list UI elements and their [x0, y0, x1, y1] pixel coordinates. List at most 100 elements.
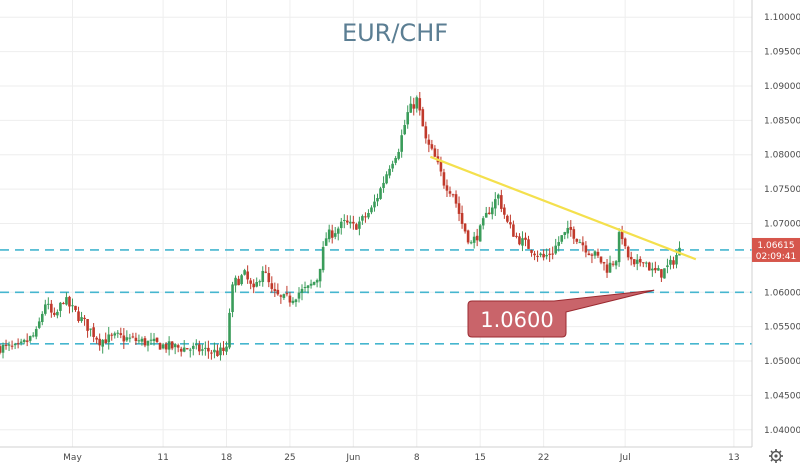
candle-body-down — [623, 238, 627, 247]
candle-body-up — [125, 337, 129, 341]
candle-body-up — [1, 344, 5, 353]
candle-body-down — [273, 289, 277, 292]
candle-body-down — [457, 203, 461, 214]
candle-body-down — [216, 350, 219, 357]
candle-body-down — [267, 273, 271, 283]
candle-body-up — [182, 347, 186, 352]
candle-body-down — [158, 343, 162, 350]
candle-body-up — [47, 303, 50, 305]
candle-body-down — [98, 338, 101, 346]
candle-body-up — [490, 207, 494, 215]
candle-body-up — [614, 261, 618, 266]
y-tick-label: 1.09000 — [764, 82, 800, 92]
candle-body-down — [442, 172, 446, 186]
candle-body-up — [303, 286, 307, 288]
candle-body-down — [515, 235, 518, 237]
candle-body-up — [554, 245, 557, 254]
candle-body-down — [500, 195, 503, 209]
candle-body-down — [74, 305, 77, 311]
candle-body-up — [188, 349, 192, 351]
candle-body-up — [339, 221, 343, 229]
candle-body-up — [563, 232, 567, 235]
candle-body-down — [641, 262, 645, 264]
candle-body-up — [300, 288, 304, 293]
candle-body-up — [560, 235, 564, 242]
candle-body-down — [185, 348, 189, 350]
candle-body-up — [56, 311, 59, 316]
candle-body-up — [255, 282, 259, 287]
candle-body-up — [678, 247, 681, 256]
candle-body-up — [101, 339, 104, 347]
candle-body-up — [89, 328, 92, 330]
trendline — [429, 155, 697, 261]
candle-body-down — [276, 289, 280, 295]
candle-body-up — [204, 347, 207, 349]
candle-body-down — [418, 98, 422, 111]
candle-body-up — [675, 254, 678, 265]
candle-body-down — [530, 250, 533, 253]
candle-body-down — [503, 207, 506, 215]
candle-body-down — [632, 259, 636, 265]
candle-body-up — [243, 270, 246, 275]
candle-body-up — [608, 262, 612, 273]
candle-body-down — [164, 343, 168, 350]
candle-body-up — [391, 163, 394, 169]
candle-body-down — [92, 327, 95, 337]
candle-body-down — [207, 347, 210, 352]
candle-body-up — [167, 341, 171, 350]
candle-body-down — [587, 253, 591, 256]
candle-body-down — [119, 333, 123, 335]
chart-title: EUR/CHF — [342, 19, 448, 47]
candle-body-up — [294, 299, 298, 303]
candle-body-down — [50, 303, 53, 313]
candle-body-up — [361, 216, 364, 221]
candle-body-up — [342, 219, 346, 221]
candle-body-up — [261, 270, 265, 282]
candle-body-up — [324, 238, 328, 246]
candle-body-down — [548, 253, 551, 255]
gear-hub — [774, 454, 778, 458]
candle-body-up — [195, 344, 198, 346]
y-tick-label: 1.05500 — [764, 323, 800, 333]
candle-body-up — [521, 238, 524, 246]
candle-body-up — [240, 275, 243, 285]
candle-body-down — [246, 271, 249, 280]
y-tick-label: 1.06000 — [764, 288, 800, 298]
settings-gear-icon[interactable] — [769, 449, 783, 463]
current-price-background — [752, 237, 800, 262]
candle-body-down — [626, 246, 630, 258]
candle-body-down — [581, 242, 585, 246]
candle-body-down — [198, 344, 201, 352]
y-tick-label: 1.08500 — [764, 116, 800, 126]
candle-body-up — [376, 198, 379, 202]
candle-body-up — [225, 346, 228, 352]
candle-body-down — [433, 148, 437, 157]
candle-body-up — [657, 268, 660, 271]
candle-body-up — [557, 242, 561, 246]
candle-body-down — [551, 253, 554, 255]
candle-body-down — [355, 224, 358, 230]
candle-body-up — [128, 337, 132, 339]
candle-body-up — [28, 336, 32, 341]
candle-body-up — [358, 221, 361, 229]
candle-body-down — [352, 221, 355, 224]
candle-body-up — [327, 229, 331, 240]
candle-body-down — [134, 337, 138, 341]
candle-body-down — [602, 262, 606, 264]
candle-body-down — [131, 336, 135, 338]
candle-body-up — [65, 297, 68, 305]
candle-body-up — [13, 343, 17, 346]
y-tick-label: 1.05000 — [764, 357, 800, 367]
candle-body-up — [400, 135, 403, 152]
candle-body-up — [282, 294, 286, 298]
y-tick-label: 1.08000 — [764, 151, 800, 161]
x-tick-label: 15 — [474, 453, 485, 463]
candle-body-up — [367, 212, 370, 218]
candle-body-up — [644, 262, 648, 264]
candle-body-up — [149, 339, 153, 341]
candle-body-down — [533, 253, 536, 256]
candle-body-up — [349, 221, 352, 224]
x-axis-ticks: May 11 18 25 Jun 8 15 22 Jul 13 — [63, 453, 739, 463]
candle-body-up — [397, 152, 400, 159]
